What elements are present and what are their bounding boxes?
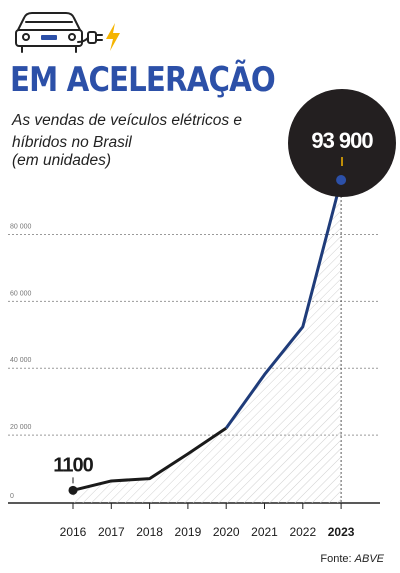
y-tick-label: 40 000 bbox=[10, 357, 32, 364]
x-tick-label: 2023 bbox=[328, 525, 355, 539]
x-tick-label: 2020 bbox=[213, 525, 240, 539]
data-point-highlight bbox=[336, 175, 347, 185]
y-tick-label: 80 000 bbox=[10, 223, 32, 230]
x-tick-label: 2019 bbox=[175, 525, 202, 539]
series-line-late bbox=[224, 179, 343, 429]
x-tick-label: 2018 bbox=[136, 525, 163, 539]
x-tick-label: 2022 bbox=[289, 525, 316, 539]
data-point-start bbox=[68, 485, 78, 495]
highlight-value-label: 93 900 bbox=[311, 128, 373, 153]
source-note: Fonte: ABVE bbox=[320, 553, 384, 565]
electric-car-icon bbox=[15, 12, 83, 53]
series-line-early bbox=[72, 426, 228, 492]
area-fill bbox=[73, 180, 342, 503]
y-tick-label: 0 bbox=[10, 493, 14, 500]
start-value-label: 1100 bbox=[53, 454, 93, 476]
chart-title: EM ACELERAÇÃO bbox=[10, 60, 276, 100]
plug-icon bbox=[77, 31, 103, 44]
lightning-bolt-icon bbox=[106, 23, 120, 51]
y-tick-label: 20 000 bbox=[10, 424, 32, 431]
unit-note: (em unidades) bbox=[12, 152, 112, 169]
y-tick-label: 60 000 bbox=[10, 290, 32, 297]
x-tick-label: 2021 bbox=[251, 525, 278, 539]
x-tick-label: 2017 bbox=[98, 525, 125, 539]
chart-subtitle: As vendas de veículos elétricos e híbrid… bbox=[12, 112, 243, 151]
source-name: ABVE bbox=[354, 553, 384, 565]
x-tick-label: 2016 bbox=[60, 525, 87, 539]
highlight-bubble bbox=[288, 89, 396, 197]
car-plug-illustration bbox=[14, 8, 124, 54]
source-label: Fonte: bbox=[320, 553, 352, 565]
